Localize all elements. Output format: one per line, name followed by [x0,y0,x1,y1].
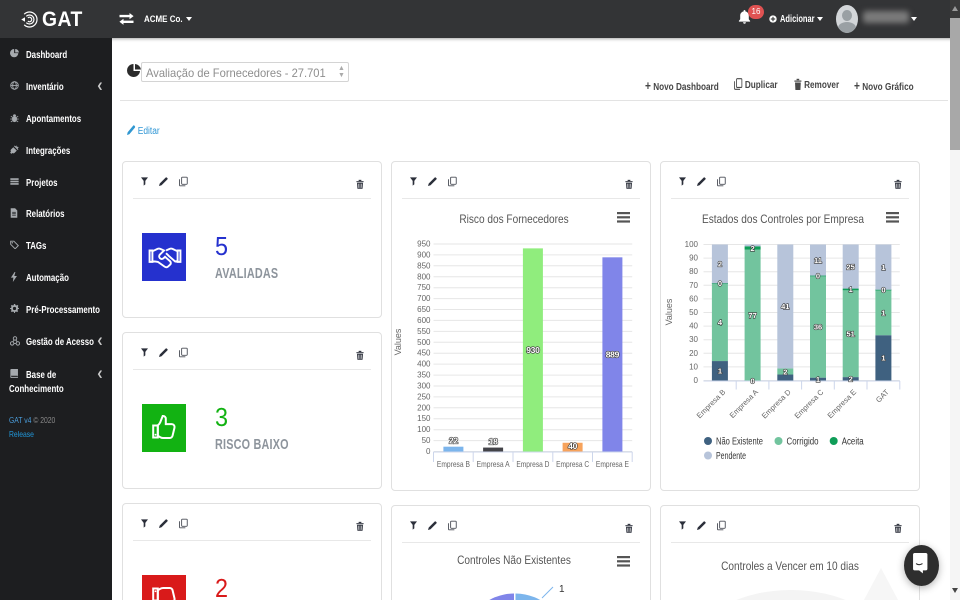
svg-text:200: 200 [417,403,431,412]
svg-text:650: 650 [417,305,431,314]
svg-text:400: 400 [417,360,431,369]
svg-text:950: 950 [417,240,431,249]
svg-text:Empresa B: Empresa B [437,459,470,469]
svg-text:0: 0 [426,447,431,456]
svg-text:0: 0 [881,286,885,295]
svg-text:2: 2 [849,375,853,384]
svg-text:20: 20 [689,349,698,358]
svg-text:40: 40 [689,322,698,331]
svg-text:2: 2 [783,367,787,376]
svg-text:60: 60 [689,294,698,303]
svg-text:90: 90 [689,254,698,263]
svg-text:0: 0 [694,376,699,385]
svg-text:1: 1 [881,263,885,272]
svg-text:Empresa B: Empresa B [695,388,728,421]
svg-text:600: 600 [417,316,431,325]
svg-text:Corrigido: Corrigido [787,437,819,448]
svg-text:450: 450 [417,349,431,358]
svg-text:30: 30 [689,335,698,344]
svg-text:2: 2 [718,260,722,269]
svg-text:Values: Values [664,298,674,325]
svg-text:22: 22 [449,436,458,446]
svg-text:25: 25 [847,262,855,271]
svg-text:750: 750 [417,283,431,292]
svg-text:50: 50 [422,436,431,445]
svg-text:70: 70 [689,281,698,290]
svg-text:700: 700 [417,294,431,303]
svg-text:18: 18 [489,437,498,447]
svg-text:50: 50 [689,308,698,317]
svg-text:Values: Values [393,328,403,355]
svg-text:11: 11 [814,256,822,265]
svg-text:Aceita: Aceita [842,437,864,448]
svg-text:GAT: GAT [874,387,891,404]
svg-text:4: 4 [718,318,723,327]
svg-text:Não Existente: Não Existente [716,437,763,448]
svg-text:0: 0 [816,271,820,280]
svg-text:1: 1 [816,375,820,384]
svg-text:250: 250 [417,392,431,401]
svg-text:350: 350 [417,371,431,380]
svg-text:Empresa A: Empresa A [728,388,760,420]
svg-text:1: 1 [881,308,885,317]
svg-text:0: 0 [718,279,722,288]
svg-text:100: 100 [685,240,699,249]
svg-text:Empresa C: Empresa C [793,387,826,420]
svg-text:Empresa D: Empresa D [760,387,793,420]
svg-text:Empresa E: Empresa E [826,388,859,421]
svg-text:41: 41 [781,302,789,311]
svg-text:Empresa E: Empresa E [596,459,629,469]
svg-text:1: 1 [718,367,722,376]
svg-text:550: 550 [417,327,431,336]
svg-text:Pendente: Pendente [716,451,746,462]
svg-text:Empresa D: Empresa D [516,459,549,469]
svg-text:100: 100 [417,425,431,434]
svg-text:850: 850 [417,261,431,270]
svg-text:300: 300 [417,382,431,391]
svg-text:889: 889 [606,350,620,360]
svg-text:500: 500 [417,338,431,347]
svg-text:1: 1 [849,285,853,294]
svg-text:51: 51 [847,330,855,339]
svg-text:0: 0 [751,376,755,385]
svg-text:1: 1 [559,584,565,595]
svg-text:800: 800 [417,272,431,281]
svg-text:80: 80 [689,267,698,276]
svg-text:150: 150 [417,414,431,423]
svg-text:2: 2 [751,244,755,253]
svg-text:36: 36 [814,322,822,331]
svg-text:Empresa C: Empresa C [556,459,589,469]
svg-text:1: 1 [881,354,885,363]
svg-text:77: 77 [748,311,756,320]
svg-text:40: 40 [568,441,577,451]
svg-text:Empresa A: Empresa A [477,459,510,469]
svg-text:930: 930 [526,345,540,355]
svg-text:10: 10 [689,362,698,371]
svg-text:900: 900 [417,250,431,259]
